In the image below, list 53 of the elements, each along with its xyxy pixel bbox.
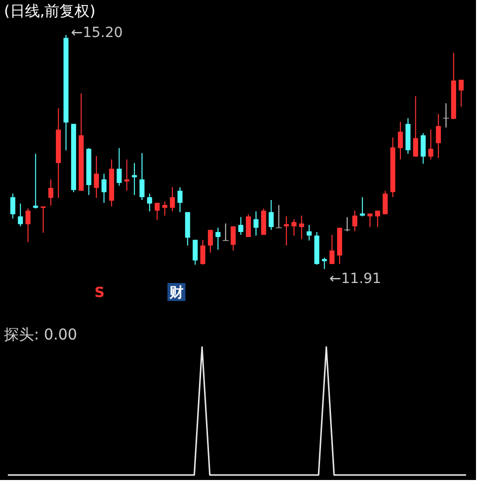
candlestick bbox=[162, 200, 168, 216]
candlestick bbox=[322, 257, 327, 270]
candlestick bbox=[48, 178, 54, 206]
candlestick bbox=[368, 213, 372, 228]
candlestick bbox=[238, 216, 244, 236]
candlestick bbox=[216, 227, 220, 250]
candlestick bbox=[276, 204, 282, 228]
candlestick bbox=[420, 132, 426, 164]
chart-title: 探头: 0.00 bbox=[4, 325, 78, 344]
candlestick bbox=[330, 234, 334, 265]
candlestick bbox=[428, 129, 434, 160]
candlestick bbox=[33, 153, 38, 210]
candlestick bbox=[246, 214, 251, 238]
candlestick bbox=[436, 113, 441, 159]
candlestick bbox=[132, 162, 137, 196]
candlestick bbox=[306, 224, 312, 242]
candlestick bbox=[147, 193, 152, 212]
candlestick bbox=[352, 210, 358, 232]
candlestick bbox=[222, 222, 229, 242]
text: S bbox=[94, 285, 105, 301]
candlestick bbox=[154, 202, 160, 220]
candlestick bbox=[375, 210, 380, 228]
candlestick bbox=[116, 148, 122, 186]
candlestick bbox=[413, 96, 418, 158]
candlestick bbox=[10, 193, 16, 219]
candlestick bbox=[398, 121, 403, 160]
candlestick bbox=[192, 239, 198, 266]
candlestick bbox=[18, 203, 23, 227]
candlestick bbox=[200, 239, 206, 266]
annotation: ←15.20 bbox=[71, 25, 123, 41]
candlestick bbox=[208, 229, 213, 254]
candlestick bbox=[178, 186, 182, 213]
candlestick bbox=[40, 206, 46, 234]
candlestick bbox=[360, 196, 365, 217]
candlestick bbox=[124, 158, 130, 192]
candlestick bbox=[292, 218, 296, 236]
candlestick bbox=[443, 102, 449, 128]
candlestick bbox=[94, 155, 99, 198]
text: 财 bbox=[168, 285, 184, 301]
candlestick bbox=[299, 215, 304, 240]
candlestick bbox=[170, 186, 175, 212]
candlestick bbox=[140, 152, 144, 201]
candlestick bbox=[230, 226, 236, 252]
candlestick bbox=[26, 208, 30, 242]
candlestick bbox=[102, 173, 106, 204]
candlestick bbox=[268, 200, 274, 230]
candlestick bbox=[284, 216, 289, 246]
text: ←11.91 bbox=[329, 271, 382, 287]
candlestick bbox=[458, 79, 464, 108]
candlestick bbox=[254, 210, 258, 236]
candlestick bbox=[344, 216, 350, 232]
candlestick bbox=[382, 190, 388, 215]
chart-title: (日线,前复权) bbox=[4, 2, 96, 20]
